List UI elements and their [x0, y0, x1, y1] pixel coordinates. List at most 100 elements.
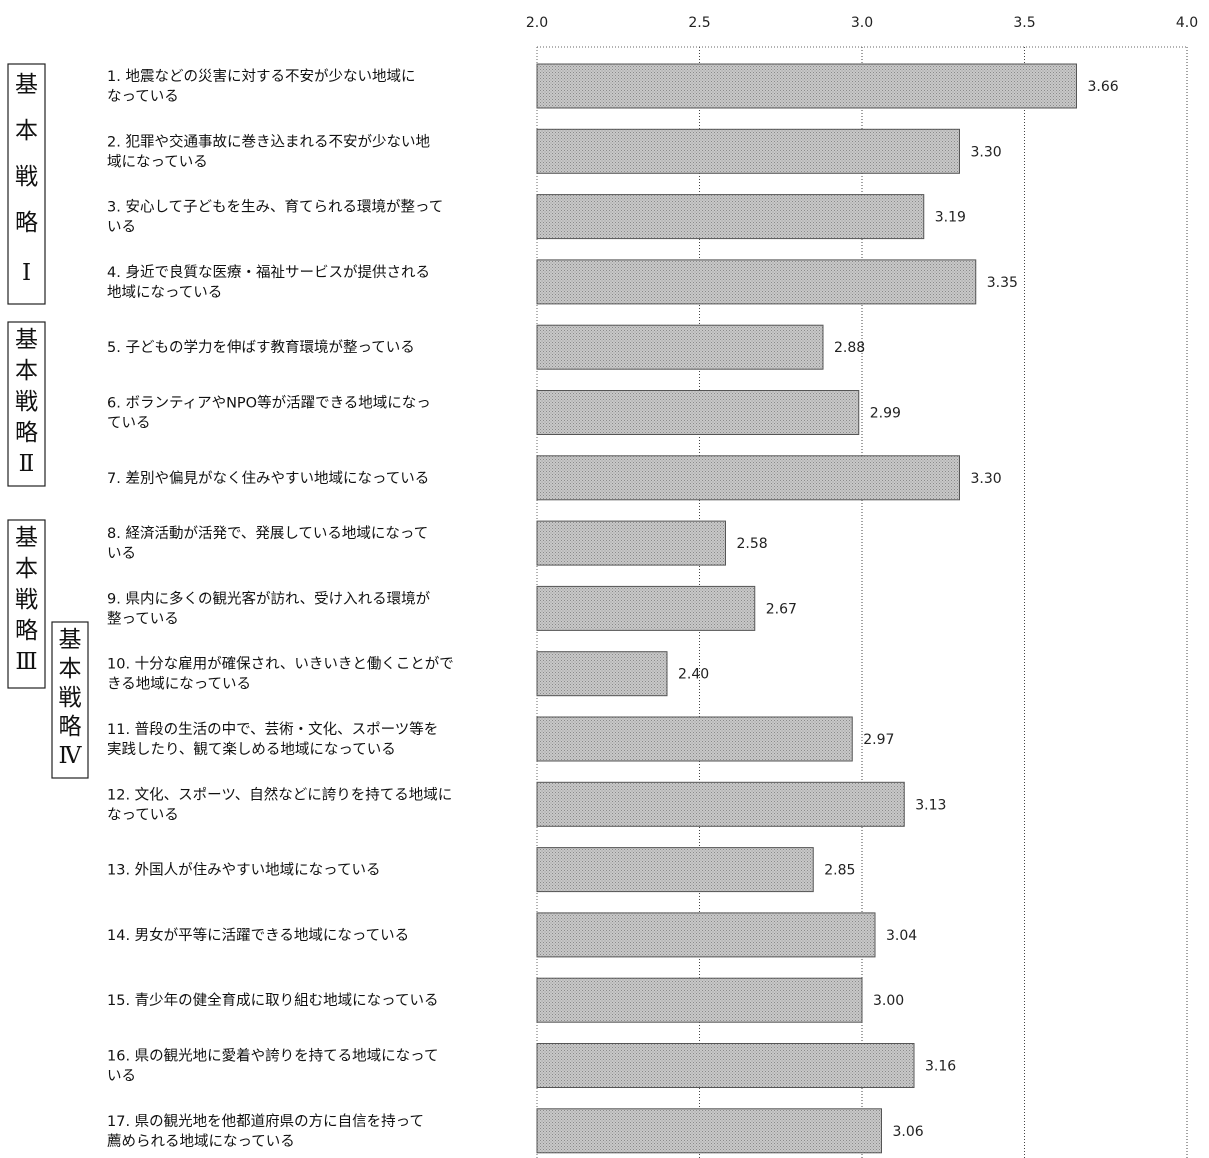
value-label: 2.97 — [863, 732, 894, 748]
value-label: 2.99 — [870, 406, 901, 422]
category-label: 10. 十分な雇用が確保され、いきいきと働くことができる地域になっている — [107, 656, 454, 693]
bar — [536, 585, 756, 631]
category-label-line: 整っている — [107, 610, 179, 627]
category-label-line: 12. 文化、スポーツ、自然などに誇りを持てる地域に — [107, 786, 452, 803]
category-label-line: いる — [107, 220, 136, 236]
bar — [536, 716, 853, 762]
category-label-line: 域になっている — [107, 153, 208, 170]
value-label: 3.13 — [915, 797, 946, 813]
strategy-group-char: 戦 — [15, 389, 38, 415]
bar — [536, 455, 960, 501]
category-label: 6. ボランティアやNPO等が活躍できる地域になっている — [107, 394, 431, 432]
strategy-group-char: 基 — [15, 525, 38, 551]
strategy-group-char: 戦 — [15, 587, 38, 613]
x-axis-ticks: 2.0 2.5 3.0 3.5 4.0 — [526, 15, 1198, 31]
category-label-line: 5. 子どもの学力を伸ばす教育環境が整っている — [107, 338, 415, 356]
strategy-group-char: 戦 — [15, 164, 38, 190]
bar — [536, 63, 1077, 109]
category-label: 8. 経済活動が活発で、発展している地域になっている — [107, 525, 428, 562]
value-label: 2.67 — [766, 601, 797, 617]
category-label-line: きる地域になっている — [107, 676, 251, 693]
strategy-group-numeral: Ⅲ — [15, 649, 37, 675]
bar — [536, 1108, 882, 1154]
category-label-line: 11. 普段の生活の中で、芸術・文化、スポーツ等を — [107, 720, 438, 738]
category-label: 9. 県内に多くの観光客が訪れ、受け入れる環境が整っている — [107, 589, 431, 627]
category-label: 1. 地震などの災害に対する不安が少ない地域になっている — [107, 68, 415, 105]
value-label: 3.30 — [971, 471, 1002, 487]
bar — [536, 977, 863, 1023]
strategy-group-char: 本 — [59, 656, 82, 682]
x-tick-label: 2.0 — [526, 15, 548, 31]
value-labels: 3.66 3.30 3.19 3.35 2.88 2.99 3.30 2.58 2.67 2.40… — [678, 79, 1119, 1140]
value-label: 3.35 — [987, 275, 1018, 291]
category-label: 12. 文化、スポーツ、自然などに誇りを持てる地域になっている — [107, 786, 452, 823]
strategy-group-char: 本 — [15, 556, 38, 582]
category-label: 4. 身近で良質な医療・福祉サービスが提供される地域になっている — [107, 263, 430, 301]
category-label-line: 2. 犯罪や交通事故に巻き込まれる不安が少ない地 — [107, 132, 430, 150]
category-label: 13. 外国人が住みやすい地域になっている — [107, 862, 380, 879]
category-label-line: 3. 安心して子どもを生み、育てられる環境が整って — [107, 198, 443, 216]
bar — [536, 194, 925, 240]
category-label-line: 8. 経済活動が活発で、発展している地域になって — [107, 525, 428, 542]
category-label: 7. 差別や偏見がなく住みやすい地域になっている — [107, 470, 429, 487]
strategy-group-char: 略 — [15, 618, 38, 644]
category-label: 14. 男女が平等に活躍できる地域になっている — [107, 926, 409, 944]
strategy-group-char: 本 — [15, 118, 38, 144]
bar — [536, 651, 668, 697]
bar — [536, 781, 905, 827]
category-label-line: 6. ボランティアやNPO等が活躍できる地域になっ — [107, 394, 431, 412]
value-label: 3.04 — [886, 928, 917, 944]
bar — [536, 912, 876, 958]
strategy-group-numeral: Ⅱ — [19, 451, 35, 477]
category-label-line: 10. 十分な雇用が確保され、いきいきと働くことがで — [107, 656, 454, 673]
category-label-line: 1. 地震などの災害に対する不安が少ない地域に — [107, 68, 415, 85]
category-label-line: 地域になっている — [107, 284, 222, 301]
value-label: 2.88 — [834, 340, 865, 356]
category-label-line: 17. 県の観光地を他都道府県の方に自信を持って — [107, 1113, 424, 1130]
bar — [536, 390, 860, 435]
category-label-line: 15. 青少年の健全育成に取り組む地域になっている — [107, 991, 438, 1009]
value-label: 3.19 — [935, 210, 966, 226]
value-label: 3.16 — [925, 1059, 956, 1075]
category-label-line: 14. 男女が平等に活躍できる地域になっている — [107, 926, 409, 944]
bar — [536, 128, 960, 174]
strategy-group-box — [7, 519, 46, 689]
value-label: 2.40 — [678, 667, 709, 683]
category-label: 11. 普段の生活の中で、芸術・文化、スポーツ等を実践したり、観て楽しめる地域に… — [107, 720, 438, 758]
x-tick-label: 4.0 — [1176, 15, 1198, 31]
strategy-group-bg — [52, 622, 88, 778]
bar — [536, 324, 824, 370]
strategy-group-char: 本 — [15, 358, 38, 384]
strategy-group-char: 基 — [15, 72, 38, 98]
strategy-group-char: 戦 — [59, 685, 82, 711]
bar — [536, 520, 726, 566]
bar — [536, 847, 814, 893]
value-label: 2.85 — [824, 863, 855, 879]
value-label: 3.66 — [1088, 79, 1119, 95]
strategy-group-char: 略 — [15, 420, 38, 446]
category-labels: 1. 地震などの災害に対する不安が少ない地域になっている 2. 犯罪や交通事故に巻… — [107, 68, 454, 1150]
category-label: 16. 県の観光地に愛着や誇りを持てる地域になっている — [107, 1048, 438, 1085]
category-label-line: 9. 県内に多くの観光客が訪れ、受け入れる環境が — [107, 589, 431, 607]
category-label-line: いる — [107, 546, 136, 562]
value-label: 3.06 — [893, 1124, 924, 1140]
strategy-group-char: 略 — [59, 714, 82, 740]
category-label-line: いる — [107, 1069, 136, 1085]
strategy-group-numeral: Ⅰ — [22, 260, 31, 286]
bars — [536, 63, 1077, 1154]
value-label: 2.58 — [737, 536, 768, 552]
category-label: 2. 犯罪や交通事故に巻き込まれる不安が少ない地域になっている — [107, 132, 430, 170]
strategy-group-box — [7, 321, 46, 487]
value-label: 3.00 — [873, 993, 904, 1009]
category-label-line: 13. 外国人が住みやすい地域になっている — [107, 862, 380, 879]
strategy-group-box — [51, 621, 89, 779]
bar — [536, 259, 977, 305]
x-tick-label: 3.0 — [851, 15, 873, 31]
value-label: 3.30 — [971, 144, 1002, 160]
x-tick-label: 2.5 — [688, 15, 710, 31]
strategy-group-char: 略 — [15, 210, 38, 236]
